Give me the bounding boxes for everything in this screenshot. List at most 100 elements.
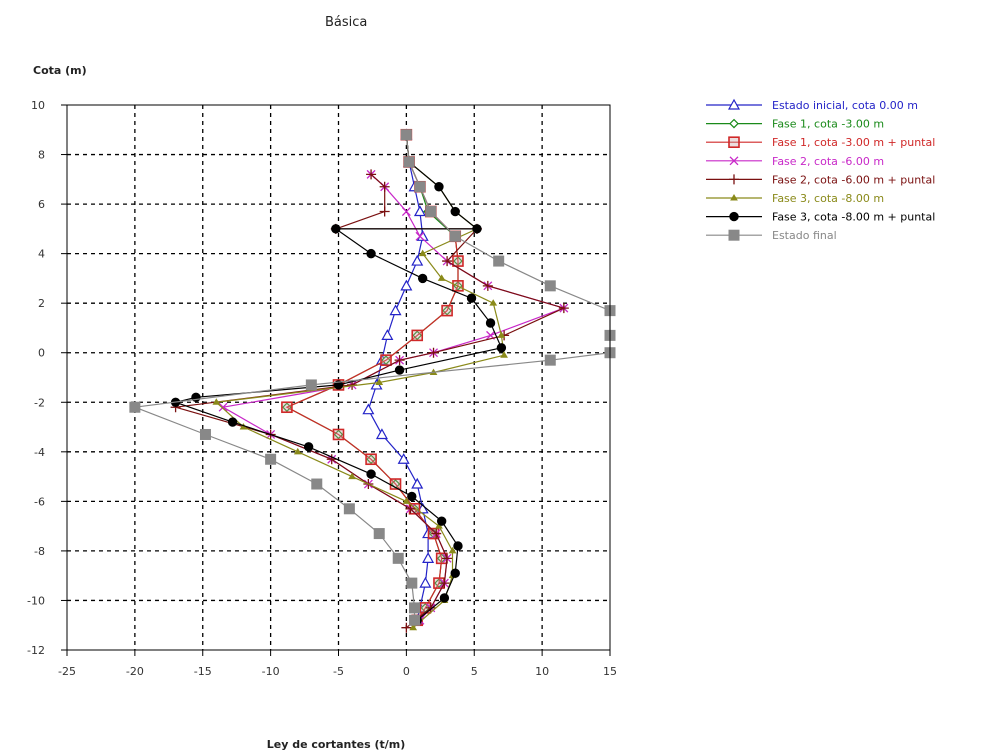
data-point bbox=[500, 351, 508, 358]
legend-item: Fase 3, cota -8.00 m + puntal bbox=[706, 211, 935, 224]
legend-item: Fase 2, cota -6.00 m bbox=[706, 155, 884, 168]
data-point bbox=[366, 469, 376, 479]
data-point bbox=[439, 593, 450, 603]
y-tick-label: -12 bbox=[27, 644, 45, 657]
data-point bbox=[405, 503, 416, 514]
data-point bbox=[362, 403, 375, 415]
legend-item: Estado inicial, cota 0.00 m bbox=[706, 98, 918, 112]
data-point bbox=[212, 398, 221, 405]
legend-label: Fase 1, cota -3.00 m bbox=[772, 118, 884, 131]
data-point bbox=[305, 379, 317, 391]
data-point bbox=[434, 182, 444, 192]
x-tick-label: 10 bbox=[535, 665, 549, 678]
y-tick-label: 6 bbox=[38, 198, 45, 211]
series-layer bbox=[129, 128, 616, 633]
data-point bbox=[403, 156, 415, 168]
data-point bbox=[415, 231, 425, 241]
data-point bbox=[422, 552, 435, 563]
data-point bbox=[265, 453, 277, 465]
x-tick-label: 5 bbox=[471, 665, 478, 678]
y-tick-label: -6 bbox=[34, 495, 45, 508]
data-point bbox=[129, 401, 141, 413]
legend-item: Fase 1, cota -3.00 m + puntal bbox=[706, 136, 935, 149]
y-tick-label: -2 bbox=[34, 396, 45, 409]
data-point bbox=[425, 206, 437, 218]
data-point bbox=[485, 318, 496, 328]
data-point bbox=[466, 293, 477, 303]
legend-item: Fase 2, cota -6.00 m + puntal bbox=[706, 173, 935, 186]
x-tick-label: -20 bbox=[126, 665, 144, 678]
data-point bbox=[441, 304, 453, 317]
data-point bbox=[489, 299, 498, 306]
series-line bbox=[175, 173, 566, 629]
data-point bbox=[450, 206, 460, 217]
data-point bbox=[409, 602, 421, 614]
data-point bbox=[453, 541, 463, 551]
data-point bbox=[411, 477, 424, 489]
data-point bbox=[400, 129, 412, 141]
data-point bbox=[407, 491, 417, 502]
data-point bbox=[303, 442, 314, 452]
data-point bbox=[199, 428, 211, 440]
data-point bbox=[448, 546, 457, 554]
data-point bbox=[482, 280, 493, 291]
data-point bbox=[413, 205, 426, 217]
data-point bbox=[326, 454, 337, 465]
y-tick-label: 4 bbox=[38, 248, 45, 261]
data-point bbox=[406, 577, 418, 589]
axis-ticks: -25 -20 -15 -10 -5 0 5 10 15 10 8 6 4 2 0 -2 -4 -6 -8 -10 -1… bbox=[27, 99, 617, 678]
data-point bbox=[394, 365, 405, 375]
x-tick-label: -25 bbox=[58, 665, 76, 678]
data-point bbox=[425, 602, 436, 613]
data-point bbox=[348, 472, 356, 480]
legend-item: Estado final bbox=[706, 229, 837, 242]
legend-label: Estado final bbox=[772, 229, 837, 242]
data-point bbox=[409, 623, 418, 631]
data-point bbox=[449, 230, 461, 242]
data-point bbox=[442, 553, 453, 564]
data-point bbox=[281, 401, 293, 414]
legend-label: Fase 3, cota -8.00 m bbox=[772, 192, 884, 205]
legend-marker bbox=[728, 136, 740, 148]
legend-label: Estado inicial, cota 0.00 m bbox=[772, 99, 918, 112]
legend: Estado inicial, cota 0.00 m Fase 1, cota … bbox=[706, 98, 935, 242]
legend-label: Fase 3, cota -8.00 m + puntal bbox=[772, 211, 935, 224]
y-axis-label: Cota (m) bbox=[33, 64, 87, 77]
grid-lines bbox=[67, 105, 610, 650]
y-tick-label: 2 bbox=[38, 297, 45, 310]
data-point bbox=[437, 274, 446, 281]
x-tick-label: -5 bbox=[333, 665, 344, 678]
data-point bbox=[389, 304, 402, 316]
data-point bbox=[428, 347, 439, 358]
data-point bbox=[397, 453, 410, 464]
y-tick-label: 8 bbox=[38, 149, 45, 162]
y-tick-label: -4 bbox=[34, 446, 45, 459]
data-point bbox=[439, 578, 450, 589]
data-point bbox=[436, 516, 447, 526]
legend-marker bbox=[729, 174, 739, 185]
data-point bbox=[402, 497, 411, 504]
data-point bbox=[373, 528, 385, 540]
data-point bbox=[414, 181, 426, 193]
series-2 bbox=[282, 129, 463, 626]
data-point bbox=[366, 169, 377, 180]
data-point bbox=[493, 255, 505, 267]
data-point bbox=[411, 329, 424, 342]
legend-marker bbox=[729, 156, 739, 166]
legend-marker bbox=[727, 98, 741, 110]
legend-marker bbox=[729, 211, 739, 222]
data-point bbox=[394, 355, 405, 366]
x-tick-label: -10 bbox=[262, 665, 280, 678]
data-point bbox=[419, 576, 432, 588]
data-point bbox=[381, 329, 394, 340]
legend-marker bbox=[728, 229, 740, 241]
data-point bbox=[392, 552, 404, 564]
data-point bbox=[343, 503, 355, 515]
data-point bbox=[331, 224, 341, 234]
legend-item: Fase 1, cota -3.00 m bbox=[706, 118, 884, 131]
x-axis-label: Ley de cortantes (t/m) bbox=[267, 738, 406, 751]
data-point bbox=[452, 255, 464, 267]
data-point bbox=[365, 453, 377, 466]
data-point bbox=[332, 428, 345, 441]
